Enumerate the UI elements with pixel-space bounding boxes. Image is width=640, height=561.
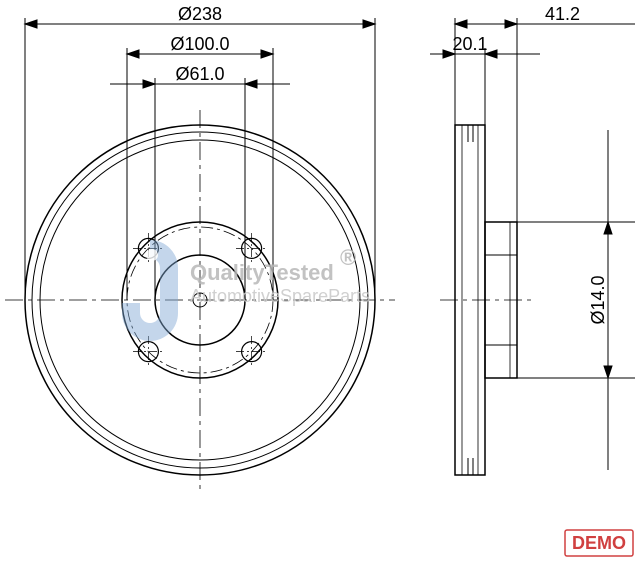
brake-disc-drawing: Ø238 Ø100.0 Ø61.0 xyxy=(0,0,640,561)
dim-d238: Ø238 xyxy=(178,4,222,24)
dim-d14: Ø14.0 xyxy=(588,275,608,324)
watermark-line2: AutomotiveSpareParts xyxy=(190,286,370,306)
side-view xyxy=(440,125,535,475)
dim-41-2: 41.2 xyxy=(545,4,580,24)
demo-badge: DEMO xyxy=(565,530,633,556)
watermark: QualityTested ® AutomotiveSpareParts xyxy=(122,240,370,341)
dim-d61: Ø61.0 xyxy=(175,64,224,84)
demo-label: DEMO xyxy=(572,533,626,553)
dimension-lines-side xyxy=(430,18,635,470)
watermark-registered: ® xyxy=(340,245,356,270)
watermark-line1: QualityTested xyxy=(190,260,334,285)
dim-d100: Ø100.0 xyxy=(170,34,229,54)
dim-20-1: 20.1 xyxy=(452,34,487,54)
